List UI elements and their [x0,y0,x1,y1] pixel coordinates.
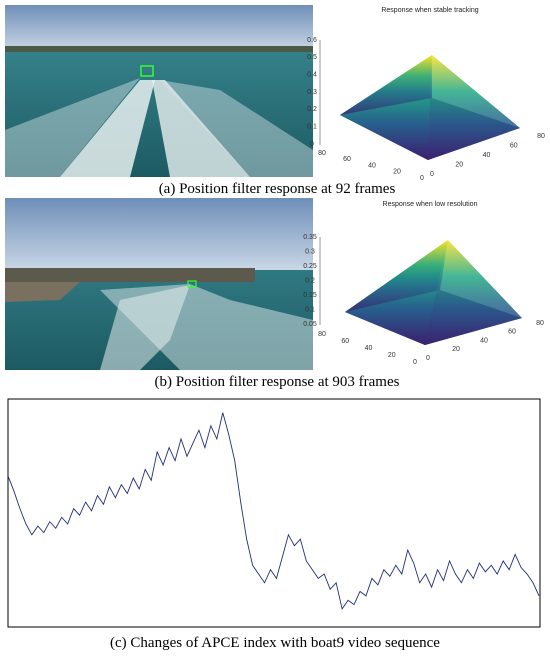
caption: (b) Position filter response at 903 fram… [155,374,400,390]
z-tick-label: 0.5 [307,54,317,61]
y-tick-label: 0 [426,355,430,362]
y-tick-label: 80 [537,133,545,140]
z-tick-label: 0 [310,141,314,148]
z-tick-label: 0.6 [307,37,317,44]
x-tick-label: 80 [318,331,326,338]
x-tick-label: 0 [420,175,424,182]
plot-title: Response when stable tracking [381,7,478,14]
z-tick-label: 0.35 [303,234,317,241]
z-tick-label: 0.3 [305,248,315,255]
z-tick-label: 0.15 [303,292,317,299]
y-tick-label: 80 [536,320,544,327]
caption: (c) Changes of APCE index with boat9 vid… [110,635,440,651]
photo-b [5,198,313,370]
z-tick-label: 0.4 [307,72,317,79]
x-tick-label: 20 [393,169,401,176]
z-tick-label: 0.3 [307,89,317,96]
y-tick-label: 0 [430,171,434,178]
photo-a [5,5,313,177]
y-tick-label: 40 [483,152,491,159]
z-tick-label: 0.1 [307,124,317,131]
y-tick-label: 40 [480,337,488,344]
y-tick-label: 20 [452,346,460,353]
x-tick-label: 40 [368,162,376,169]
x-tick-label: 0 [413,359,417,366]
x-tick-label: 40 [365,345,373,352]
z-tick-label: 0.25 [303,263,317,270]
x-tick-label: 80 [318,150,326,157]
z-tick-label: 0.2 [305,277,315,284]
x-tick-label: 20 [388,352,396,359]
y-tick-label: 60 [510,142,518,149]
z-tick-label: 0.2 [307,106,317,113]
apce-line [7,412,540,611]
caption: (a) Position filter response at 92 frame… [159,181,396,197]
plot-title: Response when low resolution [383,201,478,208]
x-tick-label: 60 [341,338,349,345]
chart-frame [7,398,541,628]
z-tick-label: 0.1 [305,306,315,313]
x-tick-label: 60 [343,156,351,163]
y-tick-label: 20 [455,161,463,168]
z-tick-label: 0.05 [303,321,317,328]
surface-b [319,237,522,345]
y-tick-label: 60 [508,329,516,336]
surface-a [319,40,520,160]
